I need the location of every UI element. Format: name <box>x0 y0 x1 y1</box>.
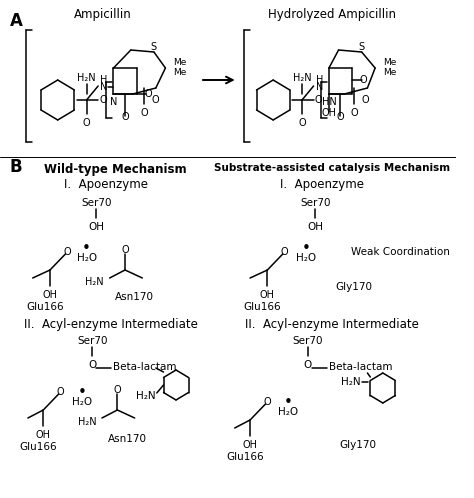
Text: Gly170: Gly170 <box>339 440 376 450</box>
Text: Glu166: Glu166 <box>244 302 282 312</box>
Text: H₂N: H₂N <box>136 391 156 401</box>
Text: N: N <box>110 97 117 107</box>
Text: H₂N: H₂N <box>77 73 96 83</box>
Text: OH: OH <box>43 290 57 300</box>
Text: •: • <box>82 241 91 255</box>
Text: Beta-lactam: Beta-lactam <box>112 362 176 372</box>
Text: Ser70: Ser70 <box>300 198 331 208</box>
Text: O: O <box>350 108 358 118</box>
Text: O: O <box>152 95 160 105</box>
Text: OH: OH <box>321 108 337 118</box>
Text: H₂O: H₂O <box>279 407 299 417</box>
Text: Asn170: Asn170 <box>115 292 154 302</box>
Text: O: O <box>144 89 152 99</box>
Text: OH: OH <box>260 290 275 300</box>
Text: S: S <box>359 42 365 52</box>
Text: O: O <box>360 75 367 85</box>
Text: Ser70: Ser70 <box>81 198 111 208</box>
Text: H: H <box>100 75 108 85</box>
Text: O: O <box>83 118 91 128</box>
Text: Ser70: Ser70 <box>77 336 108 346</box>
Text: •: • <box>301 241 310 255</box>
Text: O: O <box>304 360 312 370</box>
Text: OH: OH <box>88 222 104 232</box>
Text: Glu166: Glu166 <box>227 452 264 462</box>
Text: II.  Acyl-enzyme Intermediate: II. Acyl-enzyme Intermediate <box>24 318 198 331</box>
Text: S: S <box>151 42 157 52</box>
Text: H₂O: H₂O <box>72 397 92 407</box>
Text: Wild-type Mechanism: Wild-type Mechanism <box>44 163 187 176</box>
Text: OH: OH <box>243 440 257 450</box>
Text: Me: Me <box>383 57 396 67</box>
Text: O: O <box>64 247 71 257</box>
Text: I.  Apoenzyme: I. Apoenzyme <box>64 178 148 191</box>
Text: O: O <box>298 118 306 128</box>
Text: O: O <box>315 95 322 105</box>
Text: O: O <box>337 112 344 122</box>
Text: A: A <box>9 12 22 30</box>
Text: O: O <box>121 245 129 255</box>
Text: O: O <box>114 385 121 395</box>
Text: O: O <box>121 112 129 122</box>
Text: Glu166: Glu166 <box>27 302 64 312</box>
Text: H₂N: H₂N <box>293 73 311 83</box>
Text: N: N <box>316 82 323 92</box>
Text: H: H <box>316 75 323 85</box>
Text: H₂O: H₂O <box>296 253 316 263</box>
Text: Me: Me <box>173 68 186 77</box>
Text: H₂N: H₂N <box>78 417 96 427</box>
Text: •: • <box>77 384 86 399</box>
Text: OH: OH <box>308 222 323 232</box>
Text: Asn170: Asn170 <box>108 434 146 444</box>
Text: I.  Apoenzyme: I. Apoenzyme <box>280 178 364 191</box>
Text: Ampicillin: Ampicillin <box>74 8 132 21</box>
Text: Beta-lactam: Beta-lactam <box>329 362 392 372</box>
Text: O: O <box>264 397 271 407</box>
Text: H₂N: H₂N <box>85 277 104 287</box>
Text: Hydrolyzed Ampicillin: Hydrolyzed Ampicillin <box>268 8 396 21</box>
Text: H₂N: H₂N <box>341 377 361 387</box>
Text: N: N <box>100 82 108 92</box>
Text: Substrate-assisted catalysis Mechanism: Substrate-assisted catalysis Mechanism <box>214 163 450 173</box>
Text: Gly170: Gly170 <box>336 282 373 292</box>
Text: HN: HN <box>321 97 337 107</box>
Text: Glu166: Glu166 <box>19 442 57 452</box>
Text: O: O <box>362 95 369 105</box>
Text: O: O <box>88 360 97 370</box>
Text: Me: Me <box>383 68 396 77</box>
Text: H₂O: H₂O <box>76 253 97 263</box>
Text: OH: OH <box>36 430 51 440</box>
Text: O: O <box>140 108 148 118</box>
Text: B: B <box>9 158 22 176</box>
Text: Me: Me <box>173 57 186 67</box>
Text: O: O <box>99 95 107 105</box>
Text: O: O <box>281 247 289 257</box>
Text: II.  Acyl-enzyme Intermediate: II. Acyl-enzyme Intermediate <box>245 318 419 331</box>
Text: •: • <box>284 394 293 409</box>
Text: Ser70: Ser70 <box>292 336 323 346</box>
Text: Weak Coordination: Weak Coordination <box>351 247 450 257</box>
Text: O: O <box>57 387 64 397</box>
